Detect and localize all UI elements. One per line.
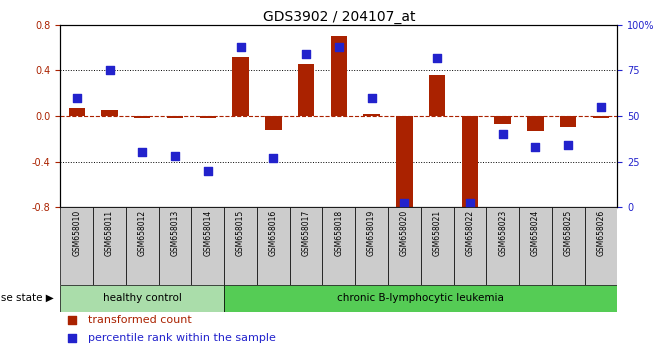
Text: GSM658017: GSM658017 <box>301 210 311 256</box>
Text: GSM658012: GSM658012 <box>138 210 147 256</box>
Bar <box>126 207 158 285</box>
Point <box>137 149 148 155</box>
Text: GSM658015: GSM658015 <box>236 210 245 256</box>
Text: GSM658018: GSM658018 <box>334 210 344 256</box>
Text: chronic B-lymphocytic leukemia: chronic B-lymphocytic leukemia <box>338 293 504 303</box>
Bar <box>60 207 93 285</box>
Point <box>268 155 278 161</box>
Bar <box>495 116 511 124</box>
Text: percentile rank within the sample: percentile rank within the sample <box>89 333 276 343</box>
Bar <box>429 75 446 116</box>
Text: GSM658026: GSM658026 <box>597 210 605 256</box>
Point <box>301 51 311 57</box>
Bar <box>134 116 150 118</box>
Point <box>596 104 607 110</box>
Title: GDS3902 / 204107_at: GDS3902 / 204107_at <box>262 10 415 24</box>
Bar <box>167 116 183 118</box>
Point <box>66 318 77 323</box>
Text: GSM658014: GSM658014 <box>203 210 212 256</box>
Bar <box>290 207 323 285</box>
Text: GSM658022: GSM658022 <box>466 210 474 256</box>
Text: GSM658019: GSM658019 <box>367 210 376 256</box>
Text: transformed count: transformed count <box>89 315 192 325</box>
Bar <box>60 285 224 312</box>
Point <box>530 144 541 150</box>
Text: GSM658011: GSM658011 <box>105 210 114 256</box>
Bar <box>68 108 85 116</box>
Text: disease state ▶: disease state ▶ <box>0 293 54 303</box>
Point <box>170 153 180 159</box>
Bar <box>462 116 478 209</box>
Bar <box>527 116 544 131</box>
Bar <box>364 114 380 116</box>
Bar <box>191 207 224 285</box>
Bar <box>93 207 126 285</box>
Point <box>431 55 442 61</box>
Bar <box>584 207 617 285</box>
Point <box>66 335 77 341</box>
Bar <box>388 207 421 285</box>
Bar <box>323 207 355 285</box>
Bar <box>592 116 609 118</box>
Text: GSM658021: GSM658021 <box>433 210 442 256</box>
Bar <box>331 36 347 116</box>
Bar <box>200 116 216 118</box>
Text: GSM658024: GSM658024 <box>531 210 540 256</box>
Bar <box>224 207 257 285</box>
Text: GSM658010: GSM658010 <box>72 210 81 256</box>
Point <box>497 131 508 137</box>
Bar <box>486 207 519 285</box>
Bar <box>101 110 117 116</box>
Text: GSM658020: GSM658020 <box>400 210 409 256</box>
Text: GSM658013: GSM658013 <box>170 210 180 256</box>
Point <box>236 44 246 50</box>
Bar <box>265 116 282 130</box>
Bar <box>560 116 576 127</box>
Bar <box>224 285 617 312</box>
Point <box>399 201 410 206</box>
Bar <box>158 207 191 285</box>
Text: GSM658025: GSM658025 <box>564 210 572 256</box>
Bar <box>552 207 584 285</box>
Point <box>71 95 82 101</box>
Point <box>333 44 344 50</box>
Point <box>104 68 115 73</box>
Bar <box>257 207 290 285</box>
Text: healthy control: healthy control <box>103 293 182 303</box>
Text: GSM658023: GSM658023 <box>498 210 507 256</box>
Bar <box>454 207 486 285</box>
Bar <box>421 207 454 285</box>
Point <box>464 201 475 206</box>
Point <box>366 95 377 101</box>
Bar <box>519 207 552 285</box>
Bar <box>396 116 413 209</box>
Point <box>563 142 574 148</box>
Point <box>203 168 213 173</box>
Bar <box>298 63 314 116</box>
Bar <box>232 57 249 116</box>
Bar <box>355 207 388 285</box>
Text: GSM658016: GSM658016 <box>269 210 278 256</box>
